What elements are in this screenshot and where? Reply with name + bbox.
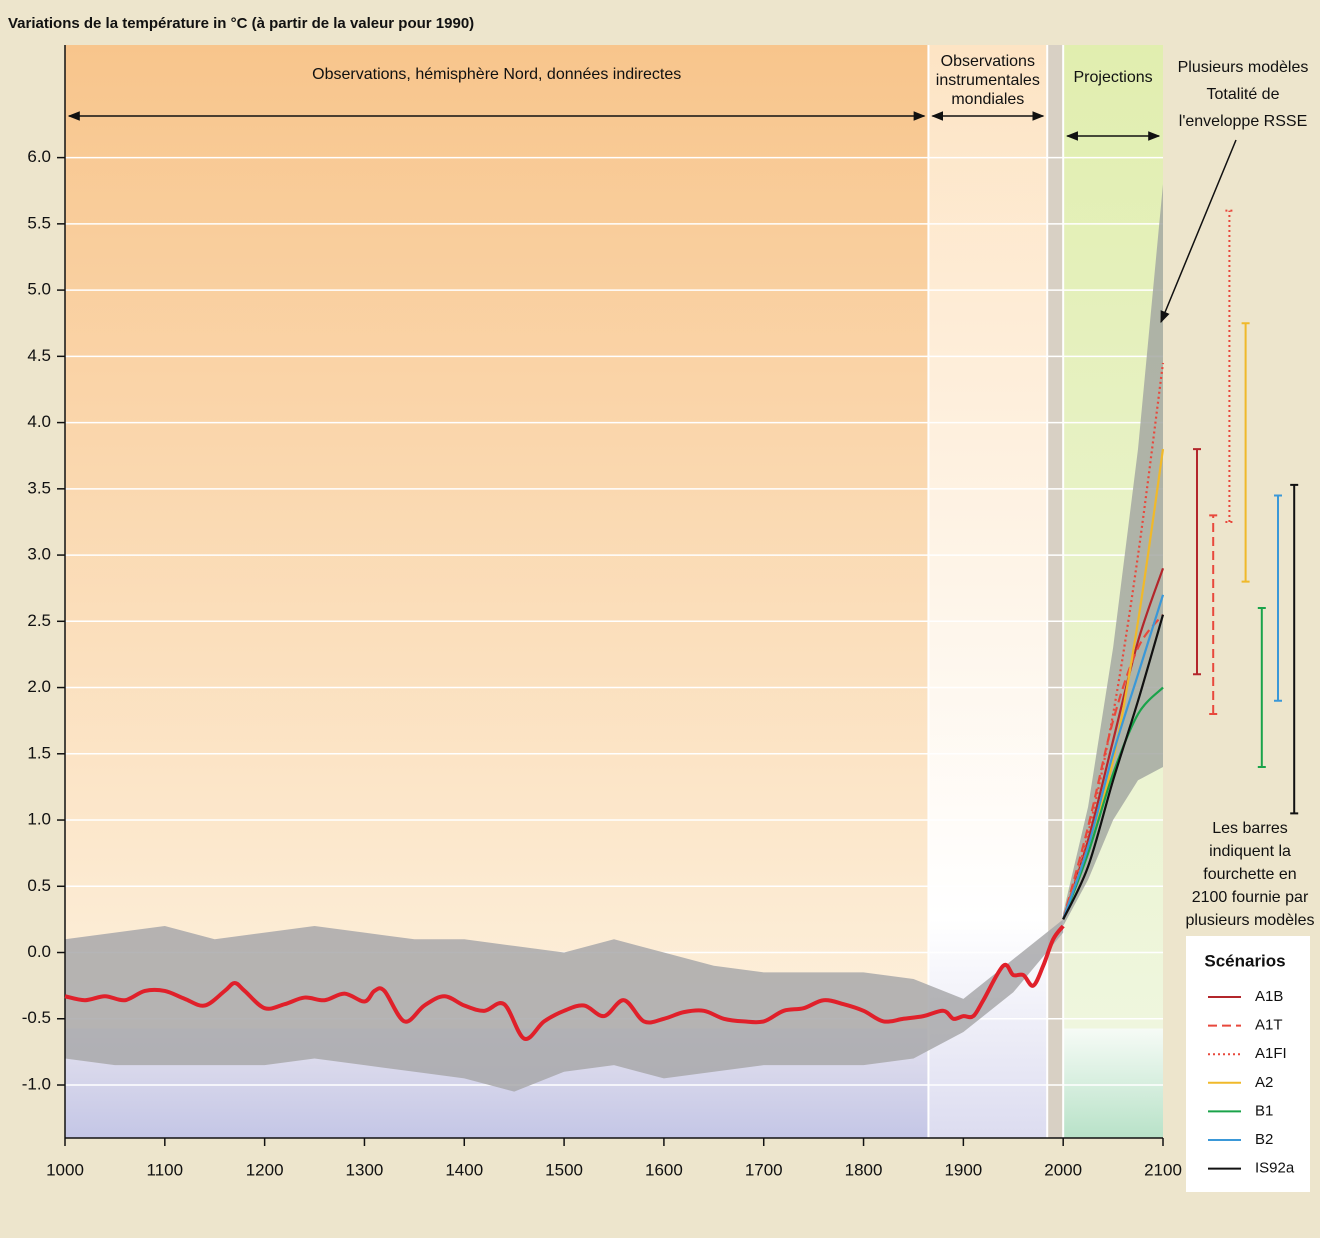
legend-label: A1T xyxy=(1255,1017,1283,1034)
region-label: mondiales xyxy=(951,91,1024,108)
y-tick-label: -1.0 xyxy=(22,1074,51,1093)
y-tick-label: 5.0 xyxy=(27,280,51,299)
annotation: plusieurs modèles xyxy=(1186,912,1315,929)
x-tick-label: 1800 xyxy=(845,1160,883,1179)
region-label: instrumentales xyxy=(936,72,1040,89)
x-tick-label: 2100 xyxy=(1144,1160,1182,1179)
x-tick-label: 1700 xyxy=(745,1160,783,1179)
y-tick-label: 5.5 xyxy=(27,213,51,232)
annotation: 2100 fournie par xyxy=(1192,889,1309,906)
y-tick-label: -0.5 xyxy=(22,1008,51,1027)
x-tick-label: 1300 xyxy=(346,1160,384,1179)
region-background xyxy=(928,45,1048,1138)
legend-label: IS92a xyxy=(1255,1160,1295,1177)
range-bar xyxy=(1257,607,1266,769)
scenario-line xyxy=(1062,362,1165,920)
x-tick-label: 1000 xyxy=(46,1160,84,1179)
y-tick-label: 1.5 xyxy=(27,743,51,762)
range-bar xyxy=(1241,322,1250,583)
scenario-line xyxy=(1062,614,1165,920)
y-tick-label: 2.0 xyxy=(27,677,51,696)
annotation: indiquent la xyxy=(1209,843,1291,860)
x-tick-label: 2000 xyxy=(1044,1160,1082,1179)
y-tick-label: 3.5 xyxy=(27,478,51,497)
uncertainty-band xyxy=(65,919,1064,1092)
uncertainty-band xyxy=(1063,184,1163,927)
x-tick-label: 1100 xyxy=(147,1160,184,1179)
legend-box xyxy=(1186,936,1310,1192)
x-tick-label: 1900 xyxy=(944,1160,982,1179)
range-bar xyxy=(1193,448,1201,676)
annotation-arrow xyxy=(1160,139,1237,324)
annotation: Plusieurs modèles xyxy=(1178,59,1309,76)
annotation: Totalité de xyxy=(1207,86,1280,103)
scenario-line xyxy=(1062,686,1164,920)
range-bar xyxy=(1290,483,1299,815)
observed-line xyxy=(64,924,1065,1041)
legend-label: A2 xyxy=(1255,1074,1273,1091)
annotation: fourchette en xyxy=(1203,866,1296,883)
y-tick-label: 3.0 xyxy=(27,545,51,564)
y-tick-label: 4.0 xyxy=(27,412,51,431)
y-tick-label: 6.0 xyxy=(27,147,51,166)
legend-title: Scénarios xyxy=(1204,951,1285,970)
range-bar xyxy=(1225,209,1234,523)
y-tick-label: 1.0 xyxy=(27,810,51,829)
region-label: Observations, hémisphère Nord, données i… xyxy=(312,66,681,83)
transition-strip xyxy=(1047,45,1064,1138)
range-bar xyxy=(1274,494,1282,702)
x-tick-label: 1600 xyxy=(645,1160,683,1179)
legend-label: B1 xyxy=(1255,1102,1273,1119)
region-label: Projections xyxy=(1074,69,1153,86)
legend-label: B2 xyxy=(1255,1131,1273,1148)
scenario-line xyxy=(1062,594,1165,920)
y-tick-label: 4.5 xyxy=(27,346,51,365)
annotation: Les barres xyxy=(1212,820,1288,837)
x-tick-label: 1500 xyxy=(545,1160,583,1179)
legend-label: A1B xyxy=(1255,988,1283,1005)
chart-title: Variations de la température in °C (à pa… xyxy=(8,15,474,32)
y-tick-label: 2.5 xyxy=(27,611,51,630)
x-tick-label: 1400 xyxy=(445,1160,483,1179)
y-tick-label: 0.0 xyxy=(27,942,51,961)
annotation: l'enveloppe RSSE xyxy=(1179,113,1307,130)
range-bar xyxy=(1209,514,1218,716)
region-label: Observations xyxy=(941,53,1035,70)
legend-label: A1FI xyxy=(1255,1045,1287,1062)
x-tick-label: 1200 xyxy=(246,1160,284,1179)
y-tick-label: 0.5 xyxy=(27,876,51,895)
